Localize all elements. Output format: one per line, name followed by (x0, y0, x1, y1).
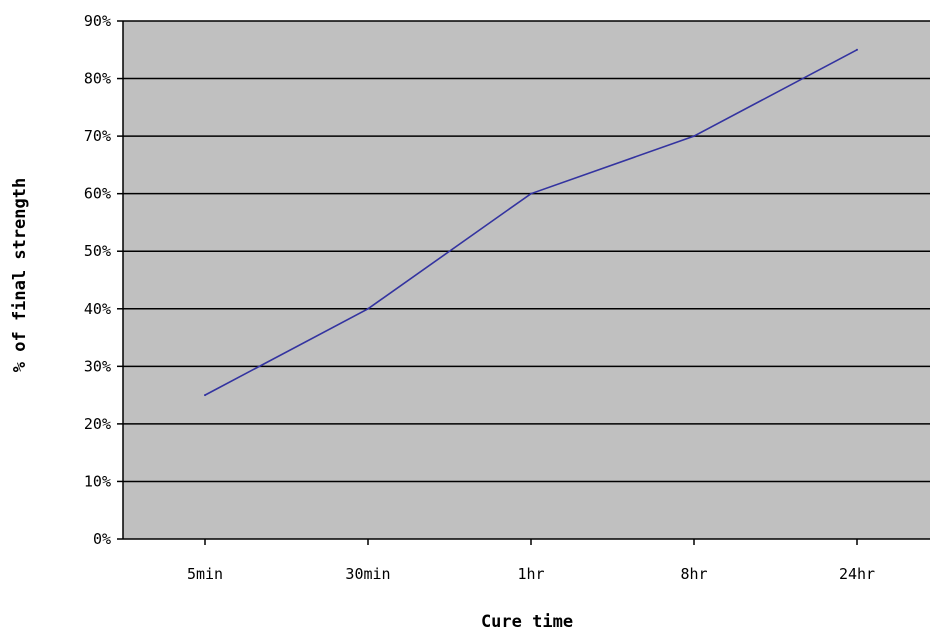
y-axis-ticks: 0% 10% 20% 30% 40% 50% 60% 70% 80% 90% (84, 12, 123, 548)
x-tick-label: 5min (187, 565, 223, 583)
data-point (856, 48, 858, 51)
axes (122, 21, 930, 540)
y-tick-label: 10% (84, 472, 111, 490)
y-tick-label: 40% (84, 300, 111, 318)
data-point (367, 307, 369, 310)
x-tick-label: 30min (345, 565, 390, 583)
y-tick-label: 0% (93, 530, 111, 548)
data-point (204, 394, 206, 397)
x-tick-label: 24hr (839, 565, 875, 583)
y-tick-label: 20% (84, 415, 111, 433)
x-axis-title: Cure time (481, 612, 573, 629)
y-tick-label: 80% (84, 70, 111, 88)
data-point (530, 192, 532, 195)
y-axis-title: % of final strength (10, 178, 30, 372)
y-tick-label: 70% (84, 127, 111, 145)
gridlines (123, 20, 930, 483)
series-group (204, 48, 858, 397)
y-tick-label: 50% (84, 242, 111, 260)
x-tick-label: 1hr (517, 565, 544, 583)
y-tick-label: 30% (84, 357, 111, 375)
y-tick-label: 60% (84, 185, 111, 203)
y-tick-label: 90% (84, 12, 111, 30)
x-tick-label: 8hr (680, 565, 707, 583)
x-axis-ticks: 5min 30min 1hr 8hr 24hr (187, 539, 875, 583)
plot-area (123, 21, 930, 539)
data-point (693, 135, 695, 138)
